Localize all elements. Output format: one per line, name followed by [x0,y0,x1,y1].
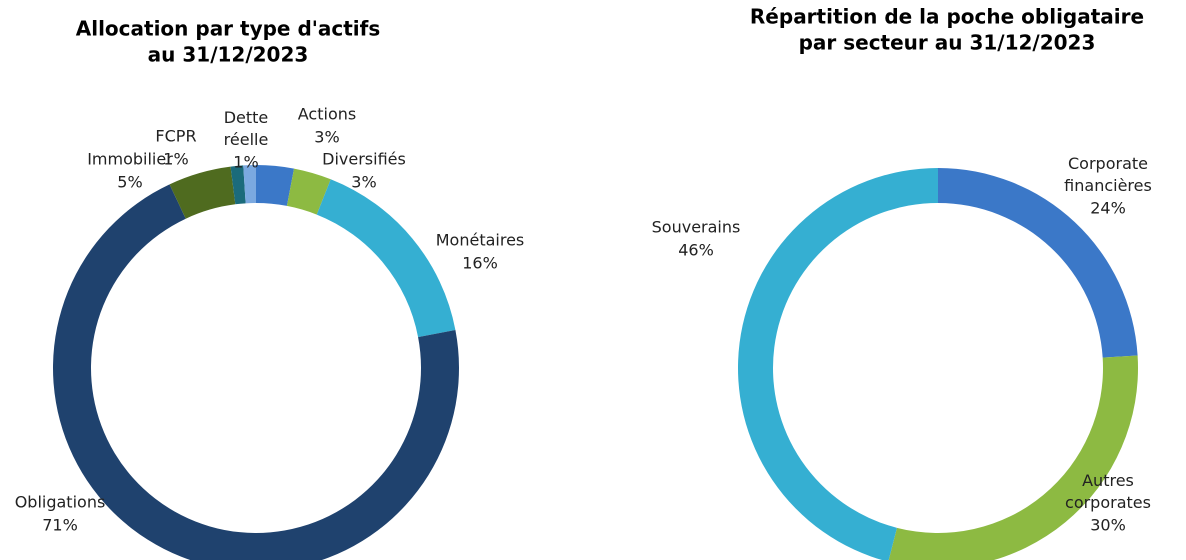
segment-label: Corporate financières [1064,154,1152,195]
value-label: 5% [117,173,142,192]
donut-segment [938,168,1138,358]
donut-segment [243,165,256,204]
donut-segment [888,355,1139,560]
donut-segment [286,168,331,215]
value-label: 1% [233,153,258,172]
segment-label: Actions [298,105,356,124]
segment-label: Souverains [652,218,741,237]
segment-label: Obligations [15,493,106,512]
value-label: 16% [462,254,498,273]
label-line: Corporate [1068,154,1148,173]
value-label: 30% [1090,516,1126,535]
chart-title: Répartition de la poche obligataire [750,5,1144,29]
label-line: corporates [1065,493,1151,512]
chart-title: au 31/12/2023 [148,43,309,67]
value-label: 3% [314,128,339,147]
chart-title: Allocation par type d'actifs [76,17,381,41]
segment-label: Diversifiés [322,150,406,169]
value-label: 71% [42,516,78,535]
segment-label: Immobilier [87,150,173,169]
segment-label: Dette réelle [224,108,269,149]
label-line: Autres [1082,471,1134,490]
donut-segment [256,165,295,206]
donut-segment [738,168,938,560]
donut-segment [316,179,456,338]
label-line: réelle [224,130,269,149]
segment-label: Monétaires [436,231,525,250]
label-line: financières [1064,176,1152,195]
segment-label: FCPR [155,127,196,146]
value-label: 1% [163,150,188,169]
chart-title: par secteur au 31/12/2023 [799,31,1096,55]
value-label: 46% [678,241,714,260]
label-line: Dette [224,108,269,127]
value-label: 3% [351,173,376,192]
donut-segment [230,165,246,205]
donut-segment [169,166,236,219]
segment-label: Autres corporates [1065,471,1151,512]
value-label: 24% [1090,199,1126,218]
